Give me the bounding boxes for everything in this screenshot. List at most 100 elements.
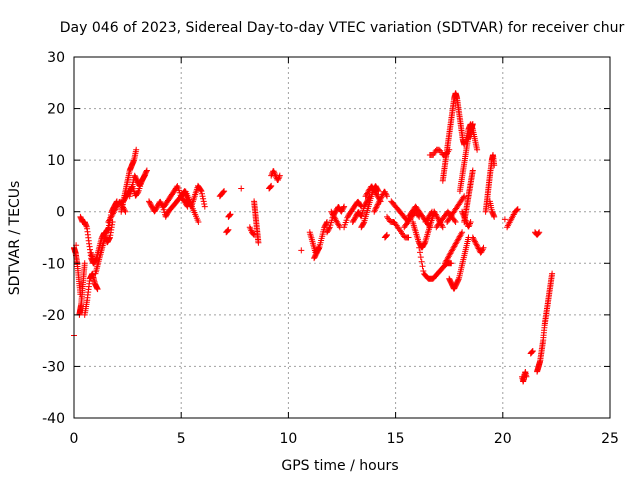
- data-point: [461, 193, 468, 200]
- data-point: [220, 188, 227, 195]
- y-tick-labels: -40 -30 -20 -10 0 10 20 30: [42, 50, 65, 427]
- data-point: [471, 237, 478, 244]
- x-tick-label: 10: [279, 431, 297, 447]
- data-point: [470, 235, 477, 242]
- y-tick-label: 0: [56, 205, 65, 221]
- data-point: [459, 229, 466, 236]
- data-point: [382, 190, 389, 197]
- data-point: [376, 198, 383, 205]
- data-point: [491, 162, 498, 169]
- data-point: [465, 223, 472, 230]
- data-point: [439, 224, 446, 231]
- data-point: [469, 167, 476, 174]
- data-point: [474, 244, 481, 251]
- data-point: [225, 226, 232, 233]
- data-point: [255, 239, 262, 246]
- data-point: [452, 219, 459, 225]
- data-point: [250, 231, 257, 238]
- data-point: [474, 242, 481, 249]
- data-point: [221, 188, 228, 195]
- y-tick-label: -20: [42, 308, 65, 324]
- y-tick-label: 20: [47, 102, 65, 118]
- data-point: [341, 203, 348, 210]
- data-point: [479, 247, 486, 254]
- data-point: [201, 203, 208, 210]
- data-point: [418, 258, 425, 265]
- data-point: [458, 230, 465, 237]
- data-point: [135, 189, 142, 196]
- data-point: [448, 260, 455, 267]
- data-point: [523, 373, 530, 380]
- data-point: [501, 216, 508, 223]
- data-point: [238, 185, 245, 192]
- data-point: [201, 201, 208, 207]
- data-point: [451, 217, 458, 224]
- data-point: [384, 231, 390, 238]
- data-point: [474, 146, 481, 153]
- y-tick-label: -40: [42, 411, 65, 427]
- data-point: [372, 205, 379, 212]
- data-point: [298, 247, 305, 254]
- data-point: [491, 213, 498, 220]
- axis-ticks: [73, 56, 611, 419]
- chart-title: Day 046 of 2023, Sidereal Day-to-day VTE…: [60, 20, 625, 36]
- data-point: [378, 194, 385, 201]
- data-point: [143, 168, 150, 175]
- data-point: [514, 206, 520, 213]
- data-point: [417, 249, 423, 256]
- plot-frame: [73, 56, 611, 419]
- data-points: [71, 90, 556, 385]
- data-point: [536, 229, 543, 236]
- data-point: [199, 193, 206, 200]
- y-tick-label: -10: [42, 256, 65, 272]
- y-axis-label: SDTVAR / TECUs: [7, 181, 23, 296]
- data-point: [275, 177, 281, 183]
- data-point: [479, 246, 486, 253]
- data-point: [94, 286, 101, 293]
- data-point: [224, 227, 231, 234]
- data-point: [336, 222, 343, 229]
- data-point: [195, 219, 202, 225]
- data-point: [143, 167, 150, 174]
- y-tick-label: -30: [42, 359, 65, 375]
- data-point: [326, 225, 333, 232]
- data-point: [419, 263, 426, 270]
- data-point: [475, 245, 482, 252]
- y-tick-label: 30: [47, 50, 65, 66]
- data-point: [416, 244, 423, 251]
- data-point: [417, 254, 424, 261]
- data-point: [405, 234, 412, 241]
- data-point: [535, 230, 542, 237]
- y-tick-label: 10: [47, 153, 65, 169]
- data-point: [460, 194, 467, 201]
- data-point: [133, 146, 140, 153]
- data-point: [374, 203, 380, 209]
- grid-lines: [74, 57, 610, 418]
- x-axis-label: GPS time / hours: [281, 458, 398, 474]
- x-tick-label: 0: [70, 431, 79, 447]
- x-tick-label: 25: [601, 431, 619, 447]
- data-point: [549, 270, 556, 277]
- data-point: [360, 220, 367, 227]
- data-point: [271, 169, 278, 176]
- data-point: [324, 219, 330, 225]
- data-point: [528, 349, 535, 356]
- data-point: [227, 211, 234, 218]
- data-point: [373, 204, 380, 211]
- x-tick-label: 20: [494, 431, 512, 447]
- data-point: [200, 195, 207, 202]
- data-point: [340, 204, 347, 211]
- x-tick-label: 15: [387, 431, 405, 447]
- data-point: [384, 193, 390, 200]
- data-point: [529, 348, 536, 354]
- data-point: [478, 248, 485, 255]
- data-point: [198, 188, 205, 195]
- data-point: [268, 182, 275, 189]
- data-point: [371, 208, 378, 215]
- data-point: [473, 241, 480, 248]
- data-point: [81, 260, 88, 267]
- x-tick-labels: 0 5 10 15 20 25: [70, 431, 619, 447]
- data-point: [226, 212, 233, 219]
- data-point: [377, 195, 384, 202]
